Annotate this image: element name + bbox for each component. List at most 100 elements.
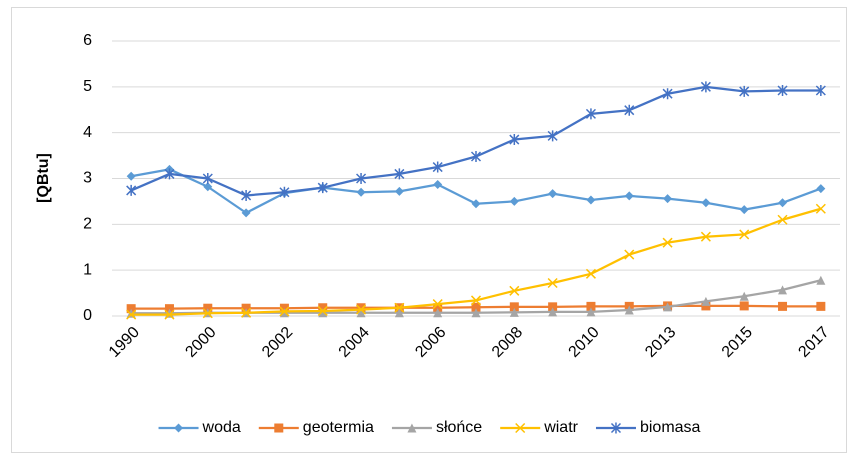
point [164,304,174,314]
y-tick-label: 0 [83,307,92,324]
y-tick-label: 5 [83,78,92,95]
y-tick-label: 4 [83,124,92,141]
point [394,186,404,196]
legend-marker [610,422,622,434]
point [815,85,826,96]
point [470,295,482,306]
point [433,303,443,313]
y-tick-label: 6 [83,32,92,49]
point [202,173,213,184]
point [624,104,635,116]
point [586,307,596,317]
legend-label: biomasa [640,419,701,436]
point [663,302,673,312]
point [663,194,673,204]
point [700,231,711,242]
point [547,277,558,289]
point [624,305,634,315]
point [317,182,328,194]
point [778,285,788,295]
point [279,303,289,313]
point [547,130,558,142]
point [279,306,290,317]
point [739,85,750,97]
point [739,229,750,240]
y-tick-label: 2 [83,216,92,233]
point [816,301,826,311]
point [548,307,558,317]
legend-label: słońce [436,419,482,436]
point [394,302,405,313]
point [126,309,137,320]
point [470,151,482,162]
legend-marker [407,423,417,433]
point [279,308,289,318]
point [471,308,481,318]
y-axis-label: [QBtu] [35,153,52,203]
point [356,303,366,313]
point [662,88,673,100]
point [203,182,213,192]
point [241,303,251,313]
point [241,189,252,201]
point [816,275,826,285]
point [433,308,443,318]
point [777,85,788,96]
point [126,304,136,314]
y-tick-label: 3 [83,170,92,187]
point [586,195,596,205]
point [624,191,634,201]
y-tick-label: 1 [83,261,92,278]
point [509,302,519,312]
point [202,308,213,319]
point [317,305,328,316]
point [432,161,443,173]
point [624,249,635,260]
point [164,309,175,320]
point [432,299,443,310]
point [701,198,711,208]
legend-label: wiatr [543,419,578,436]
point [509,285,520,296]
legend-marker [515,422,526,434]
point [126,184,137,196]
point [739,291,749,301]
point [548,189,558,199]
point [701,301,711,311]
point [394,308,404,318]
point [126,171,136,181]
point [318,308,328,318]
point [241,208,251,218]
point [778,198,788,208]
point [203,303,213,313]
legend-label: geotermia [303,419,374,436]
point [356,173,367,184]
point [548,302,558,312]
point [356,308,366,318]
chart-border [11,7,847,453]
point [701,296,711,306]
point [777,214,788,225]
legend: woda geotermia słońce wiatr biomasa [158,419,701,436]
legend-marker [174,423,184,433]
point [739,205,749,215]
point [356,304,367,315]
point [164,168,175,180]
point [585,268,596,279]
point [585,108,596,120]
legend-marker [274,423,284,433]
point [816,184,826,194]
point [586,301,596,311]
point [509,196,519,206]
point [433,179,443,189]
point [662,237,673,248]
point [394,168,405,180]
point [778,301,788,311]
point [279,186,290,198]
point [509,307,519,317]
point [318,303,328,313]
point [241,307,252,318]
point [471,302,481,312]
legend-label: woda [202,419,241,436]
